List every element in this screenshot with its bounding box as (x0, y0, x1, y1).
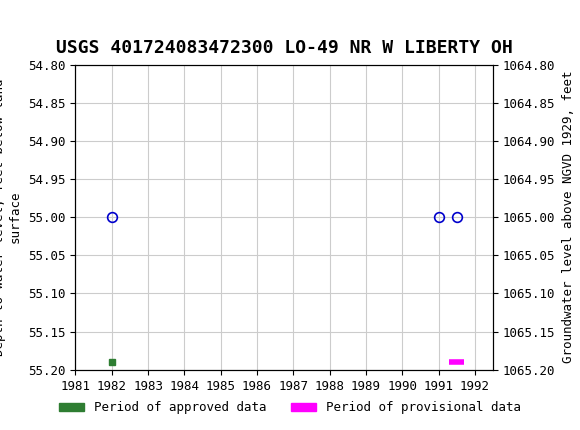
Legend: Period of approved data, Period of provisional data: Period of approved data, Period of provi… (54, 396, 526, 419)
Title: USGS 401724083472300 LO-49 NR W LIBERTY OH: USGS 401724083472300 LO-49 NR W LIBERTY … (56, 40, 513, 57)
Text: ▒USGS: ▒USGS (6, 10, 72, 35)
Y-axis label: Groundwater level above NGVD 1929, feet: Groundwater level above NGVD 1929, feet (562, 71, 575, 363)
Y-axis label: Depth to water level, feet below land
surface: Depth to water level, feet below land su… (0, 78, 21, 356)
